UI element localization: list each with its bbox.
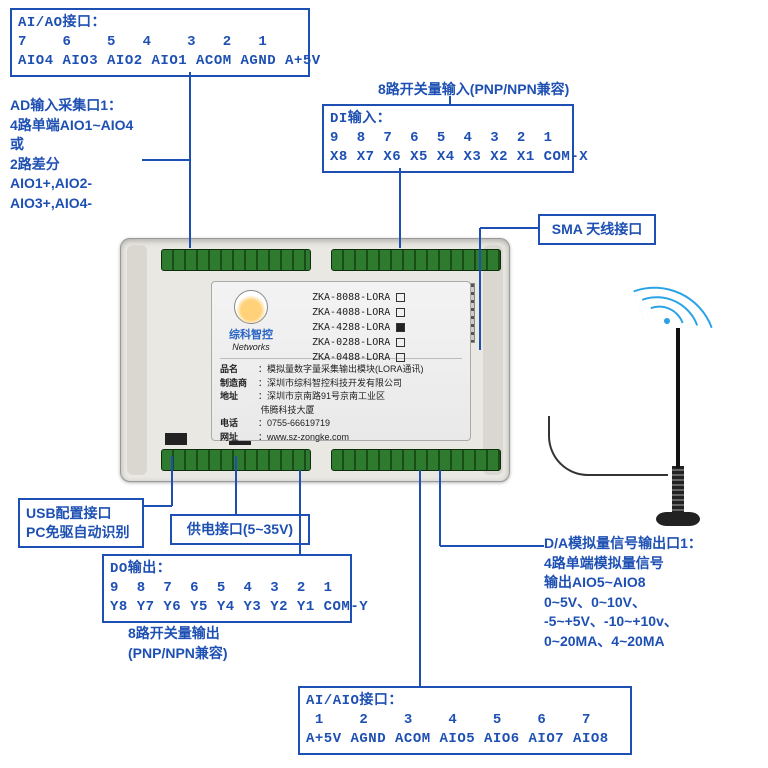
device-usb-port: [165, 433, 187, 445]
terminal-top-left: [161, 249, 311, 271]
checkbox-icon: [396, 308, 405, 317]
do-title: DO输出：: [110, 560, 344, 579]
checkbox-icon: [396, 353, 405, 362]
ai-aio-bot-pins-lbl: A+5V AGND ACOM AIO5 AIO6 AIO7 AIO8: [306, 730, 624, 749]
wifi-icon: [634, 272, 724, 332]
terminal-bot-left: [161, 449, 311, 471]
ai-ao-top-title: AI/AO接口：: [18, 14, 302, 33]
antenna-base: [656, 512, 700, 526]
terminal-top-right: [331, 249, 501, 271]
device-ridge-right: [483, 245, 503, 475]
brand-en: Networks: [220, 342, 282, 352]
do-pins-lbl: Y8 Y7 Y6 Y5 Y4 Y3 Y2 Y1 COM-Y: [110, 598, 344, 617]
logo-icon: [234, 290, 268, 324]
callout-do: DO输出： 9 8 7 6 5 4 3 2 1 Y8 Y7 Y6 Y5 Y4 Y…: [102, 554, 352, 623]
antenna: [638, 316, 718, 526]
brand-cn: 综科智控: [220, 326, 282, 342]
di-title: DI输入：: [330, 110, 566, 129]
ai-aio-bot-pins-num: 1 2 3 4 5 6 7: [306, 711, 624, 730]
callout-power: 供电接口(5~35V): [170, 514, 310, 545]
label-da-out: D/A模拟量信号输出口1： 4路单端模拟量信号 输出AIO5~AIO8 0~5V…: [544, 534, 702, 652]
plate-model-list: ZKA-8088-LORA ZKA-4088-LORA ZKA-4288-LOR…: [312, 290, 405, 365]
label-do-title: 8路开关量输出 (PNP/NPN兼容): [128, 624, 228, 663]
checkbox-icon: [396, 338, 405, 347]
ai-aio-bot-title: AI/AIO接口：: [306, 692, 624, 711]
device-ridge-left: [127, 245, 147, 475]
label-di-title: 8路开关量输入(PNP/NPN兼容): [378, 80, 569, 100]
callout-sma: SMA 天线接口: [538, 214, 656, 245]
device-module: 综科智控 Networks ZKA-8088-LORA ZKA-4088-LOR…: [120, 238, 510, 482]
checkbox-icon: [396, 293, 405, 302]
callout-ai-ao-top: AI/AO接口： 7 6 5 4 3 2 1 AIO4 AIO3 AIO2 AI…: [10, 8, 310, 77]
terminal-bot-right: [331, 449, 501, 471]
do-pins-num: 9 8 7 6 5 4 3 2 1: [110, 579, 344, 598]
checkbox-checked-icon: [396, 323, 405, 332]
device-nameplate: 综科智控 Networks ZKA-8088-LORA ZKA-4088-LOR…: [211, 281, 471, 441]
callout-di: DI输入： 9 8 7 6 5 4 3 2 1 X8 X7 X6 X5 X4 X…: [322, 104, 574, 173]
ai-ao-top-pins-lbl: AIO4 AIO3 AIO2 AIO1 ACOM AGND A+5V: [18, 52, 302, 71]
plate-logo: 综科智控 Networks: [220, 290, 282, 352]
plate-info: 品名：模拟量数字量采集输出模块(LORA通讯) 制造商：深圳市综科智控科技开发有…: [220, 363, 462, 444]
ai-ao-top-pins-num: 7 6 5 4 3 2 1: [18, 33, 302, 52]
antenna-rod: [676, 328, 680, 468]
callout-usb: USB配置接口 PC免驱自动识别: [18, 498, 144, 548]
callout-ai-aio-bot: AI/AIO接口： 1 2 3 4 5 6 7 A+5V AGND ACOM A…: [298, 686, 632, 755]
di-pins-num: 9 8 7 6 5 4 3 2 1: [330, 129, 566, 148]
antenna-coil: [672, 466, 684, 514]
label-ad-input: AD输入采集口1： 4路单端AIO1~AIO4 或 2路差分 AIO1+,AIO…: [10, 96, 133, 214]
di-pins-lbl: X8 X7 X6 X5 X4 X3 X2 X1 COM-X: [330, 148, 566, 167]
